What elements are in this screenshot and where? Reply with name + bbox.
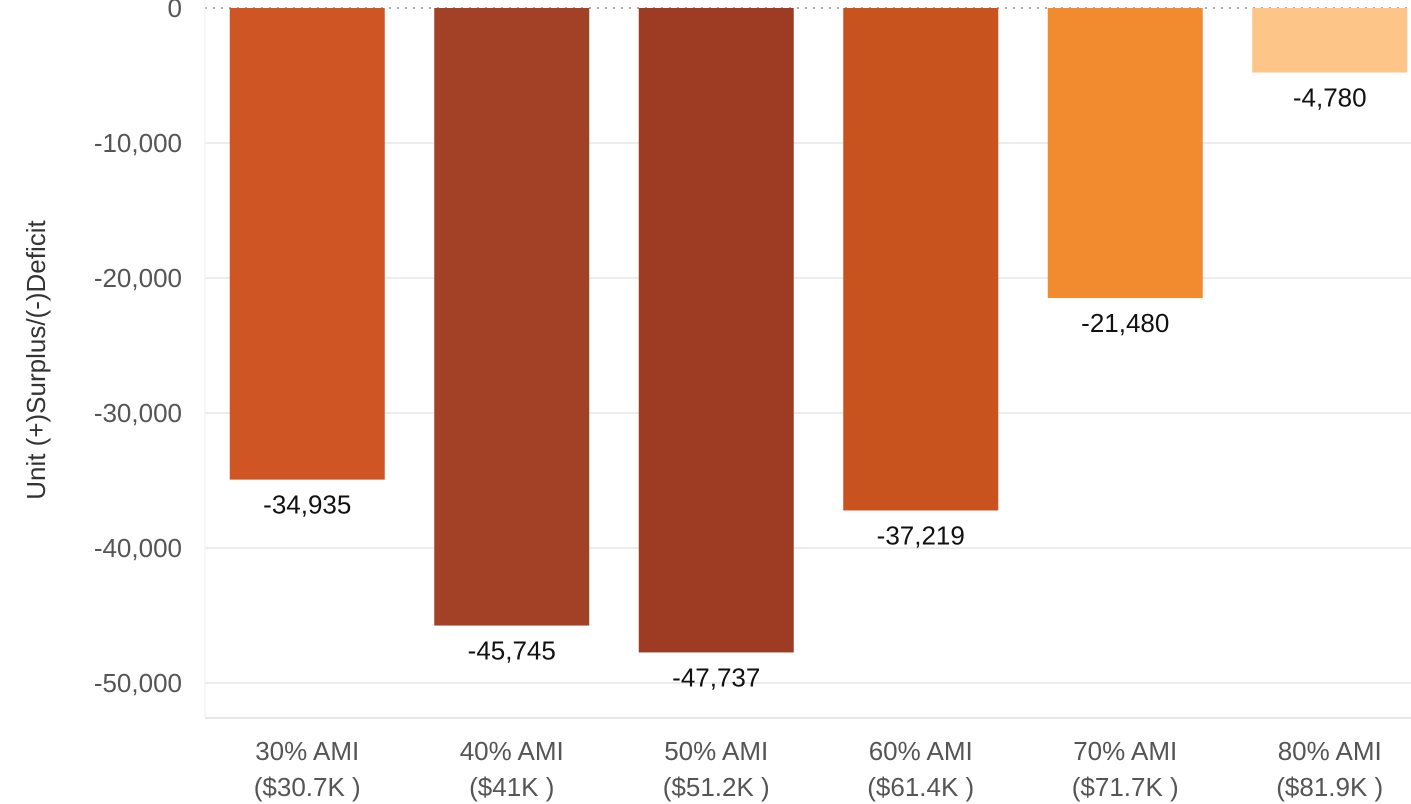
bars	[229, 8, 1408, 653]
x-tick-sublabel: ($30.7K )	[254, 772, 361, 802]
x-tick-label: 50% AMI	[664, 736, 768, 766]
y-tick-label: -30,000	[94, 398, 182, 428]
gridlines	[204, 0, 1411, 719]
data-label: -34,935	[263, 490, 351, 520]
y-tick-label: -40,000	[94, 533, 182, 563]
x-tick-label: 40% AMI	[460, 736, 564, 766]
y-tick-label: -50,000	[94, 668, 182, 698]
x-axis: 30% AMI ($30.7K ) 40% AMI ($41K ) 50% AMI ($5…	[254, 736, 1383, 802]
x-tick-sublabel: ($51.2K )	[663, 772, 770, 802]
data-label: -21,480	[1081, 308, 1169, 338]
data-labels: -34,935 -45,745 -47,737 -37,219 -21,480 -4,78…	[263, 83, 1366, 693]
x-tick-sublabel: ($81.9K )	[1276, 772, 1383, 802]
bar	[434, 8, 590, 626]
data-label: -37,219	[877, 520, 965, 550]
y-tick-label: -20,000	[94, 263, 182, 293]
y-tick-label: -10,000	[94, 128, 182, 158]
bar	[229, 8, 385, 480]
x-tick-label: 60% AMI	[869, 736, 973, 766]
data-label: -47,737	[672, 662, 760, 692]
y-axis: 0 -10,000 -20,000 -30,000 -40,000 -50,000	[94, 0, 182, 698]
bar	[1047, 8, 1203, 298]
x-tick-label: 30% AMI	[255, 736, 359, 766]
data-label: -4,780	[1293, 83, 1367, 113]
x-tick-sublabel: ($71.7K )	[1072, 772, 1179, 802]
x-tick-label: 70% AMI	[1073, 736, 1177, 766]
bar	[1252, 8, 1408, 73]
y-tick-label: 0	[168, 0, 182, 23]
bar	[843, 8, 999, 511]
y-axis-title: Unit (+)Surplus/(-)Deficit	[21, 219, 51, 499]
bar	[638, 8, 794, 653]
data-label: -45,745	[468, 636, 556, 666]
x-tick-label: 80% AMI	[1278, 736, 1382, 766]
x-tick-sublabel: ($61.4K )	[867, 772, 974, 802]
x-tick-sublabel: ($41K )	[469, 772, 554, 802]
